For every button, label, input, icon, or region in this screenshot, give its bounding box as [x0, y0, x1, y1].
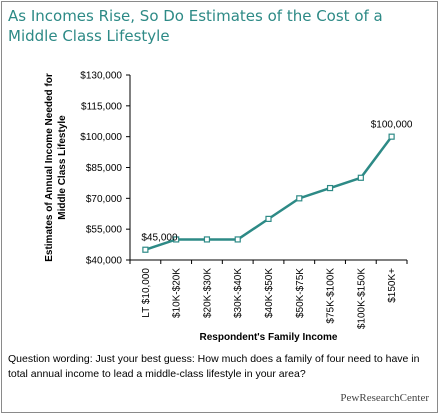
x-tick-label: $30K-$40K — [233, 268, 244, 318]
y-tick-label: $55,000 — [86, 225, 123, 236]
y-axis-title-line2: Middle Class Lifestyle — [57, 115, 68, 220]
x-tick-label: LT $10,000 — [141, 268, 152, 318]
x-tick-labels: LT $10,000 $10K-$20K $20K-$30K $30K-$40K $40… — [141, 268, 398, 330]
data-point — [203, 236, 211, 243]
data-point — [326, 184, 334, 192]
chart-title: As Incomes Rise, So Do Estimates of the … — [8, 7, 383, 45]
data-point — [265, 215, 272, 222]
x-axis-title: Respondent's Family Income — [200, 332, 338, 343]
data-point — [142, 246, 149, 253]
series-line — [144, 135, 393, 251]
y-tick-labels: $40,000 $55,000 $70,000 $85,000 $100,000 $115… — [80, 71, 122, 267]
y-tick-label: $100,000 — [80, 132, 122, 143]
y-tick-label: $115,000 — [81, 101, 122, 112]
y-tick-label: $85,000 — [86, 163, 123, 174]
line-chart: Estimates of Annual Income Needed for Mi… — [44, 71, 413, 344]
data-point — [357, 174, 364, 181]
x-tick-label: $150K+ — [387, 268, 398, 303]
x-tick-label: $20K-$30K — [202, 268, 213, 318]
y-tick-label: $40,000 — [86, 256, 123, 267]
series-markers — [142, 133, 395, 253]
y-axis-title: Estimates of Annual Income Needed for — [44, 73, 55, 262]
x-tick-label: $10K-$20K — [172, 268, 183, 318]
x-tick-label: $75K-$100K — [326, 268, 337, 324]
data-point — [388, 133, 395, 140]
data-point — [234, 236, 241, 243]
data-point — [296, 195, 303, 202]
data-point — [173, 236, 180, 243]
axes — [126, 74, 408, 264]
data-labels: $45,000 $100,000 — [141, 120, 413, 244]
data-label: $100,000 — [371, 120, 413, 131]
data-label: $45,000 — [141, 233, 178, 244]
x-tick-label: $50K-$75K — [295, 268, 306, 318]
y-tick-label: $130,000 — [80, 71, 122, 82]
y-tick-label: $70,000 — [86, 194, 123, 205]
x-tick-label: $100K-$150K — [356, 268, 367, 329]
question-wording-note: Question wording: Just your best guess: … — [8, 353, 420, 380]
x-tick-label: $40K-$50K — [264, 268, 275, 318]
pew-research-center-logo: PewResearchCenter — [340, 392, 429, 404]
